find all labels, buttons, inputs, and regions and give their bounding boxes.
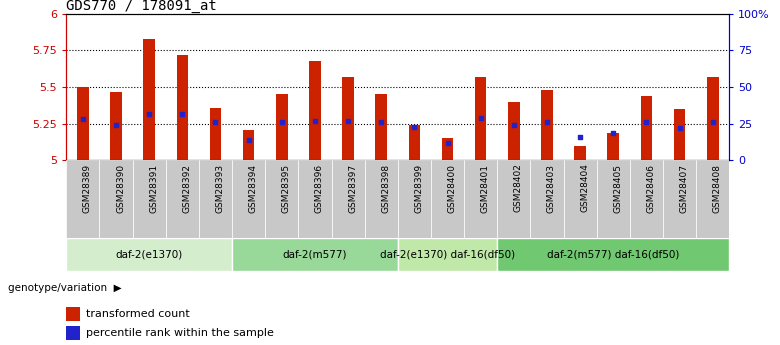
Bar	[541, 90, 553, 160]
Text: GSM28396: GSM28396	[315, 164, 324, 213]
Point	[607, 130, 619, 135]
Point	[541, 120, 553, 125]
Point	[508, 122, 520, 128]
Bar	[265, 160, 298, 238]
Text: GSM28407: GSM28407	[679, 164, 689, 213]
Text: GSM28404: GSM28404	[580, 164, 589, 213]
Bar	[608, 132, 619, 160]
Point	[441, 140, 454, 146]
Bar	[298, 160, 331, 238]
Point	[474, 115, 487, 121]
Text: GSM28389: GSM28389	[83, 164, 92, 213]
Text: GSM28403: GSM28403	[547, 164, 556, 213]
Bar	[364, 160, 398, 238]
Text: GSM28398: GSM28398	[381, 164, 390, 213]
Text: GSM28394: GSM28394	[249, 164, 257, 213]
Bar	[398, 160, 431, 238]
Text: GSM28393: GSM28393	[215, 164, 225, 213]
Bar	[707, 77, 718, 160]
Bar	[165, 160, 199, 238]
Text: daf-2(m577): daf-2(m577)	[282, 249, 347, 259]
Bar	[342, 77, 354, 160]
Text: GSM28391: GSM28391	[149, 164, 158, 213]
Bar	[597, 160, 629, 238]
Bar	[375, 95, 387, 160]
Bar	[431, 160, 464, 238]
Point	[309, 118, 321, 124]
Bar	[574, 146, 586, 160]
Text: GSM28405: GSM28405	[613, 164, 622, 213]
Bar	[696, 160, 729, 238]
Point	[342, 118, 354, 124]
Point	[176, 111, 189, 116]
Text: GSM28406: GSM28406	[647, 164, 655, 213]
Bar	[66, 160, 100, 238]
Point	[375, 120, 388, 125]
Text: GDS770 / 178091_at: GDS770 / 178091_at	[66, 0, 217, 13]
Bar	[133, 160, 166, 238]
Bar	[110, 91, 122, 160]
Point	[243, 137, 255, 143]
Bar	[210, 108, 222, 160]
Point	[143, 111, 155, 116]
Bar	[199, 160, 232, 238]
Bar	[243, 130, 254, 160]
Bar	[100, 160, 133, 238]
Bar	[66, 238, 232, 271]
Text: GSM28390: GSM28390	[116, 164, 125, 213]
Text: transformed count: transformed count	[86, 309, 190, 319]
Bar	[640, 96, 652, 160]
Point	[110, 122, 122, 128]
Bar	[232, 160, 265, 238]
Bar	[530, 160, 563, 238]
Bar	[508, 102, 519, 160]
Text: GSM28400: GSM28400	[448, 164, 456, 213]
Point	[707, 120, 719, 125]
Bar	[498, 238, 729, 271]
Bar	[441, 138, 453, 160]
Text: percentile rank within the sample: percentile rank within the sample	[86, 328, 274, 338]
Bar	[144, 39, 155, 160]
Text: GSM28399: GSM28399	[414, 164, 424, 213]
Point	[275, 120, 288, 125]
Text: daf-2(e1370) daf-16(df50): daf-2(e1370) daf-16(df50)	[380, 249, 515, 259]
Point	[209, 120, 222, 125]
Bar	[77, 87, 89, 160]
Text: GSM28392: GSM28392	[183, 164, 191, 213]
Point	[574, 134, 587, 140]
Point	[673, 126, 686, 131]
Text: GSM28402: GSM28402	[514, 164, 523, 213]
Bar	[498, 160, 530, 238]
Bar	[309, 61, 321, 160]
Bar	[232, 238, 398, 271]
Bar	[66, 307, 80, 321]
Bar	[398, 238, 498, 271]
Text: GSM28395: GSM28395	[282, 164, 291, 213]
Bar	[332, 160, 364, 238]
Text: GSM28401: GSM28401	[480, 164, 490, 213]
Bar	[176, 55, 188, 160]
Point	[408, 124, 420, 129]
Text: daf-2(m577) daf-16(df50): daf-2(m577) daf-16(df50)	[547, 249, 679, 259]
Text: GSM28408: GSM28408	[713, 164, 722, 213]
Bar	[674, 109, 686, 160]
Bar	[409, 125, 420, 160]
Bar	[276, 95, 288, 160]
Point	[640, 120, 653, 125]
Bar	[630, 160, 663, 238]
Bar	[663, 160, 696, 238]
Bar	[563, 160, 597, 238]
Point	[76, 117, 89, 122]
Text: genotype/variation  ▶: genotype/variation ▶	[8, 283, 122, 293]
Bar	[475, 77, 487, 160]
Text: GSM28397: GSM28397	[348, 164, 357, 213]
Text: daf-2(e1370): daf-2(e1370)	[115, 249, 183, 259]
Bar	[66, 326, 80, 339]
Bar	[464, 160, 498, 238]
